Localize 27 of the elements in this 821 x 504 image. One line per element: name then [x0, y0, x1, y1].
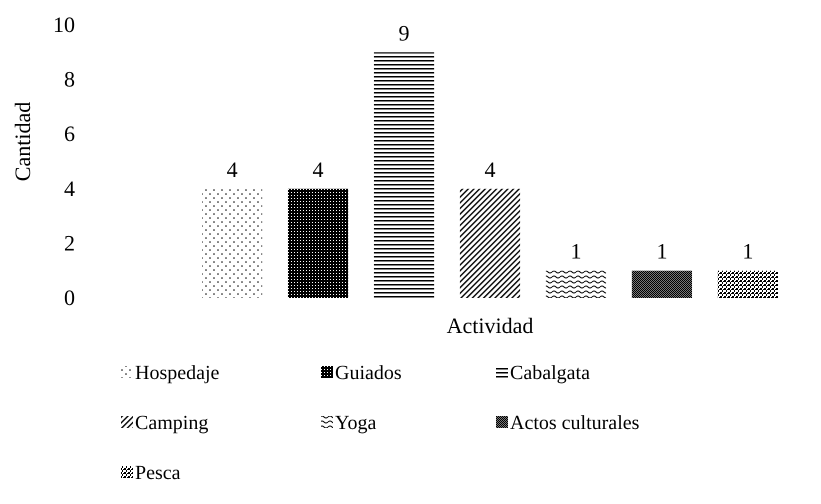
x-axis-title: Actividad — [446, 313, 534, 338]
y-axis-title: Cantidad — [10, 102, 35, 182]
legend-label: Yoga — [335, 412, 376, 434]
y-tick-label: 10 — [53, 12, 75, 37]
legend-label: Actos culturales — [510, 412, 640, 434]
data-label: 4 — [312, 156, 324, 182]
data-label: 9 — [398, 20, 410, 46]
data-label: 1 — [656, 238, 668, 264]
y-tick-label: 4 — [64, 176, 75, 201]
bar — [632, 270, 692, 298]
legend-label: Camping — [135, 412, 208, 434]
legend-label: Hospedaje — [135, 362, 220, 384]
data-label: 4 — [226, 156, 238, 182]
data-label: 4 — [484, 156, 496, 182]
legend-label: Pesca — [135, 462, 181, 484]
y-tick-label: 8 — [64, 66, 75, 92]
bar — [460, 188, 520, 298]
data-label: 1 — [570, 238, 582, 264]
bar — [718, 270, 778, 298]
y-tick-label: 0 — [64, 285, 75, 310]
legend-label: Cabalgata — [510, 362, 590, 384]
data-label: 1 — [742, 238, 754, 264]
legend-label: Guiados — [335, 362, 402, 384]
bar — [546, 270, 606, 298]
y-tick-label: 6 — [64, 121, 75, 146]
bar — [288, 188, 348, 298]
y-tick-label: 2 — [64, 230, 75, 256]
